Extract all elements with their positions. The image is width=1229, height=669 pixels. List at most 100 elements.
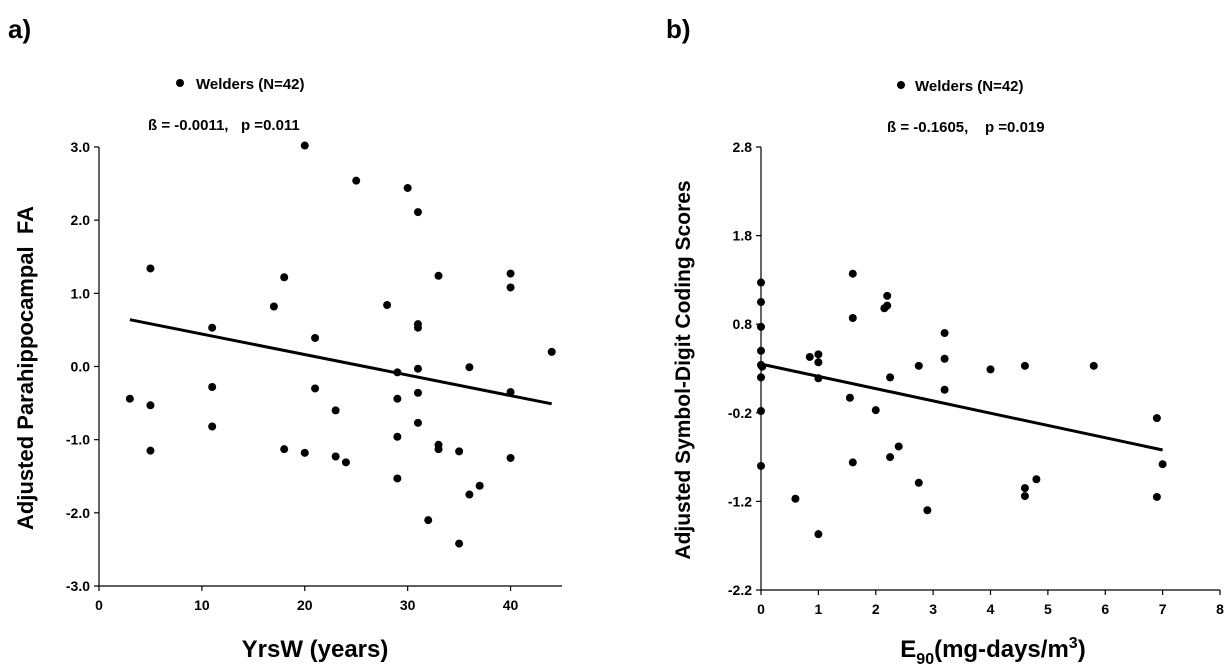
- data-point-b: [940, 354, 949, 363]
- y-tick-label-a: -3.0: [66, 578, 90, 594]
- y-tick-label-b: -1.2: [728, 493, 752, 509]
- x-tick-label-a: 40: [503, 597, 519, 613]
- data-point-a: [413, 388, 422, 397]
- x-axis-label-b-main: E: [900, 636, 916, 663]
- y-tick-label-a: -2.0: [66, 505, 90, 521]
- x-axis-label-b-sup: 3: [1069, 635, 1078, 652]
- x-tick-label-b: 0: [757, 601, 765, 617]
- regression-line-b: [760, 362, 1163, 452]
- data-point-a: [413, 323, 422, 332]
- x-tick-label-a: 10: [194, 597, 210, 613]
- data-point-b: [758, 362, 767, 371]
- data-point-a: [331, 406, 340, 415]
- data-point-a: [547, 347, 556, 356]
- data-point-a: [506, 388, 515, 397]
- x-axis-label-b-sub: 90: [916, 651, 934, 668]
- y-tick-label-b: -2.2: [728, 582, 752, 598]
- data-point-b: [894, 442, 903, 451]
- x-tick-label-b: 8: [1216, 601, 1224, 617]
- data-point-a: [208, 382, 217, 391]
- data-point-b: [848, 458, 857, 467]
- data-point-b: [1020, 492, 1029, 501]
- data-point-b: [757, 461, 765, 470]
- x-tick-label-b: 6: [1101, 601, 1109, 617]
- data-point-a: [331, 452, 340, 461]
- data-point-a: [300, 448, 309, 457]
- y-tick-label-a: 3.0: [71, 139, 91, 155]
- x-tick-label-b: 3: [929, 601, 937, 617]
- data-point-a: [146, 401, 155, 410]
- data-point-a: [341, 458, 350, 467]
- data-point-a: [125, 394, 134, 403]
- data-point-b: [757, 346, 765, 355]
- y-tick-label-b: 2.8: [733, 139, 753, 155]
- data-point-b: [883, 291, 892, 300]
- y-tick-label-a: 2.0: [71, 212, 91, 228]
- panel-a-label: a): [8, 14, 31, 44]
- data-point-a: [413, 364, 422, 373]
- legend-b-text: Welders (N=42): [915, 78, 1024, 95]
- x-axis-label-a: YrsW (years): [242, 636, 389, 663]
- data-point-b: [1032, 475, 1041, 484]
- data-point-a: [383, 301, 392, 310]
- data-point-a: [208, 323, 217, 332]
- y-tick-label-a: 0.0: [71, 359, 91, 375]
- plot-area-a: -3.0 -2.0 -1.0 0.0 1.0 2.0 3.0 0 10 20 30 40: [66, 139, 562, 613]
- panel-b-label: b): [666, 14, 691, 44]
- data-point-b: [757, 278, 765, 287]
- data-point-a: [146, 446, 155, 455]
- y-tick-label-a: -1.0: [66, 432, 90, 448]
- x-axis-label-b-close: ): [1078, 636, 1086, 663]
- data-point-a: [403, 183, 412, 192]
- data-point-a: [475, 481, 484, 490]
- data-point-a: [506, 269, 515, 278]
- x-tick-label-a: 30: [400, 597, 416, 613]
- stat-a-text: ß = -0.0011, p =0.011: [148, 117, 300, 134]
- data-point-b: [886, 373, 895, 382]
- data-point-a: [465, 363, 474, 372]
- data-point-b: [883, 301, 892, 310]
- data-point-a: [352, 176, 361, 185]
- y-tick-label-b: 1.8: [733, 228, 753, 244]
- data-point-a: [455, 539, 464, 548]
- data-point-a: [413, 418, 422, 427]
- data-point-a: [269, 302, 278, 311]
- x-axis-label-b: E90(mg-days/m3): [900, 635, 1085, 668]
- panel-b-scatter-chart: b) Welders (N=42) ß = -0.1605, p =0.019 …: [666, 14, 1224, 668]
- data-point-b: [757, 322, 765, 331]
- legend-a-marker-icon: [176, 79, 184, 87]
- x-tick-label-b: 7: [1159, 601, 1167, 617]
- data-point-b: [914, 361, 923, 370]
- data-point-a: [280, 273, 289, 282]
- data-point-b: [814, 358, 823, 367]
- x-tick-label-b: 1: [814, 601, 822, 617]
- data-point-b: [1152, 492, 1161, 501]
- data-point-a: [393, 368, 402, 377]
- y-tick-label-b: -0.2: [728, 405, 752, 421]
- data-point-b: [1152, 414, 1161, 423]
- data-point-b: [805, 352, 814, 361]
- data-point-a: [208, 422, 217, 431]
- data-point-b: [871, 406, 880, 415]
- x-tick-label-b: 4: [987, 601, 995, 617]
- data-point-b: [757, 298, 765, 307]
- data-point-b: [940, 329, 949, 338]
- data-point-a: [300, 141, 309, 150]
- data-point-a: [146, 264, 155, 273]
- plot-area-b: -2.2 -1.2 -0.2 0.8 1.8 2.8 0 1 2 3 4 5 6 7 8: [728, 139, 1224, 617]
- data-point-b: [757, 407, 765, 416]
- x-axis-label-b-unit: (mg-days/m: [934, 636, 1069, 663]
- data-point-a: [434, 445, 443, 454]
- regression-line-a: [129, 318, 553, 406]
- data-point-b: [1089, 361, 1098, 370]
- data-point-b: [791, 494, 800, 503]
- stat-b-text: ß = -0.1605, p =0.019: [887, 119, 1045, 136]
- data-point-b: [914, 478, 923, 487]
- y-tick-label-a: 1.0: [71, 285, 91, 301]
- data-point-a: [311, 333, 320, 342]
- data-point-a: [455, 447, 464, 456]
- y-axis-label-a: Adjusted Parahippocampal FA: [13, 206, 38, 530]
- data-point-b: [1020, 484, 1029, 493]
- data-point-b: [814, 374, 823, 383]
